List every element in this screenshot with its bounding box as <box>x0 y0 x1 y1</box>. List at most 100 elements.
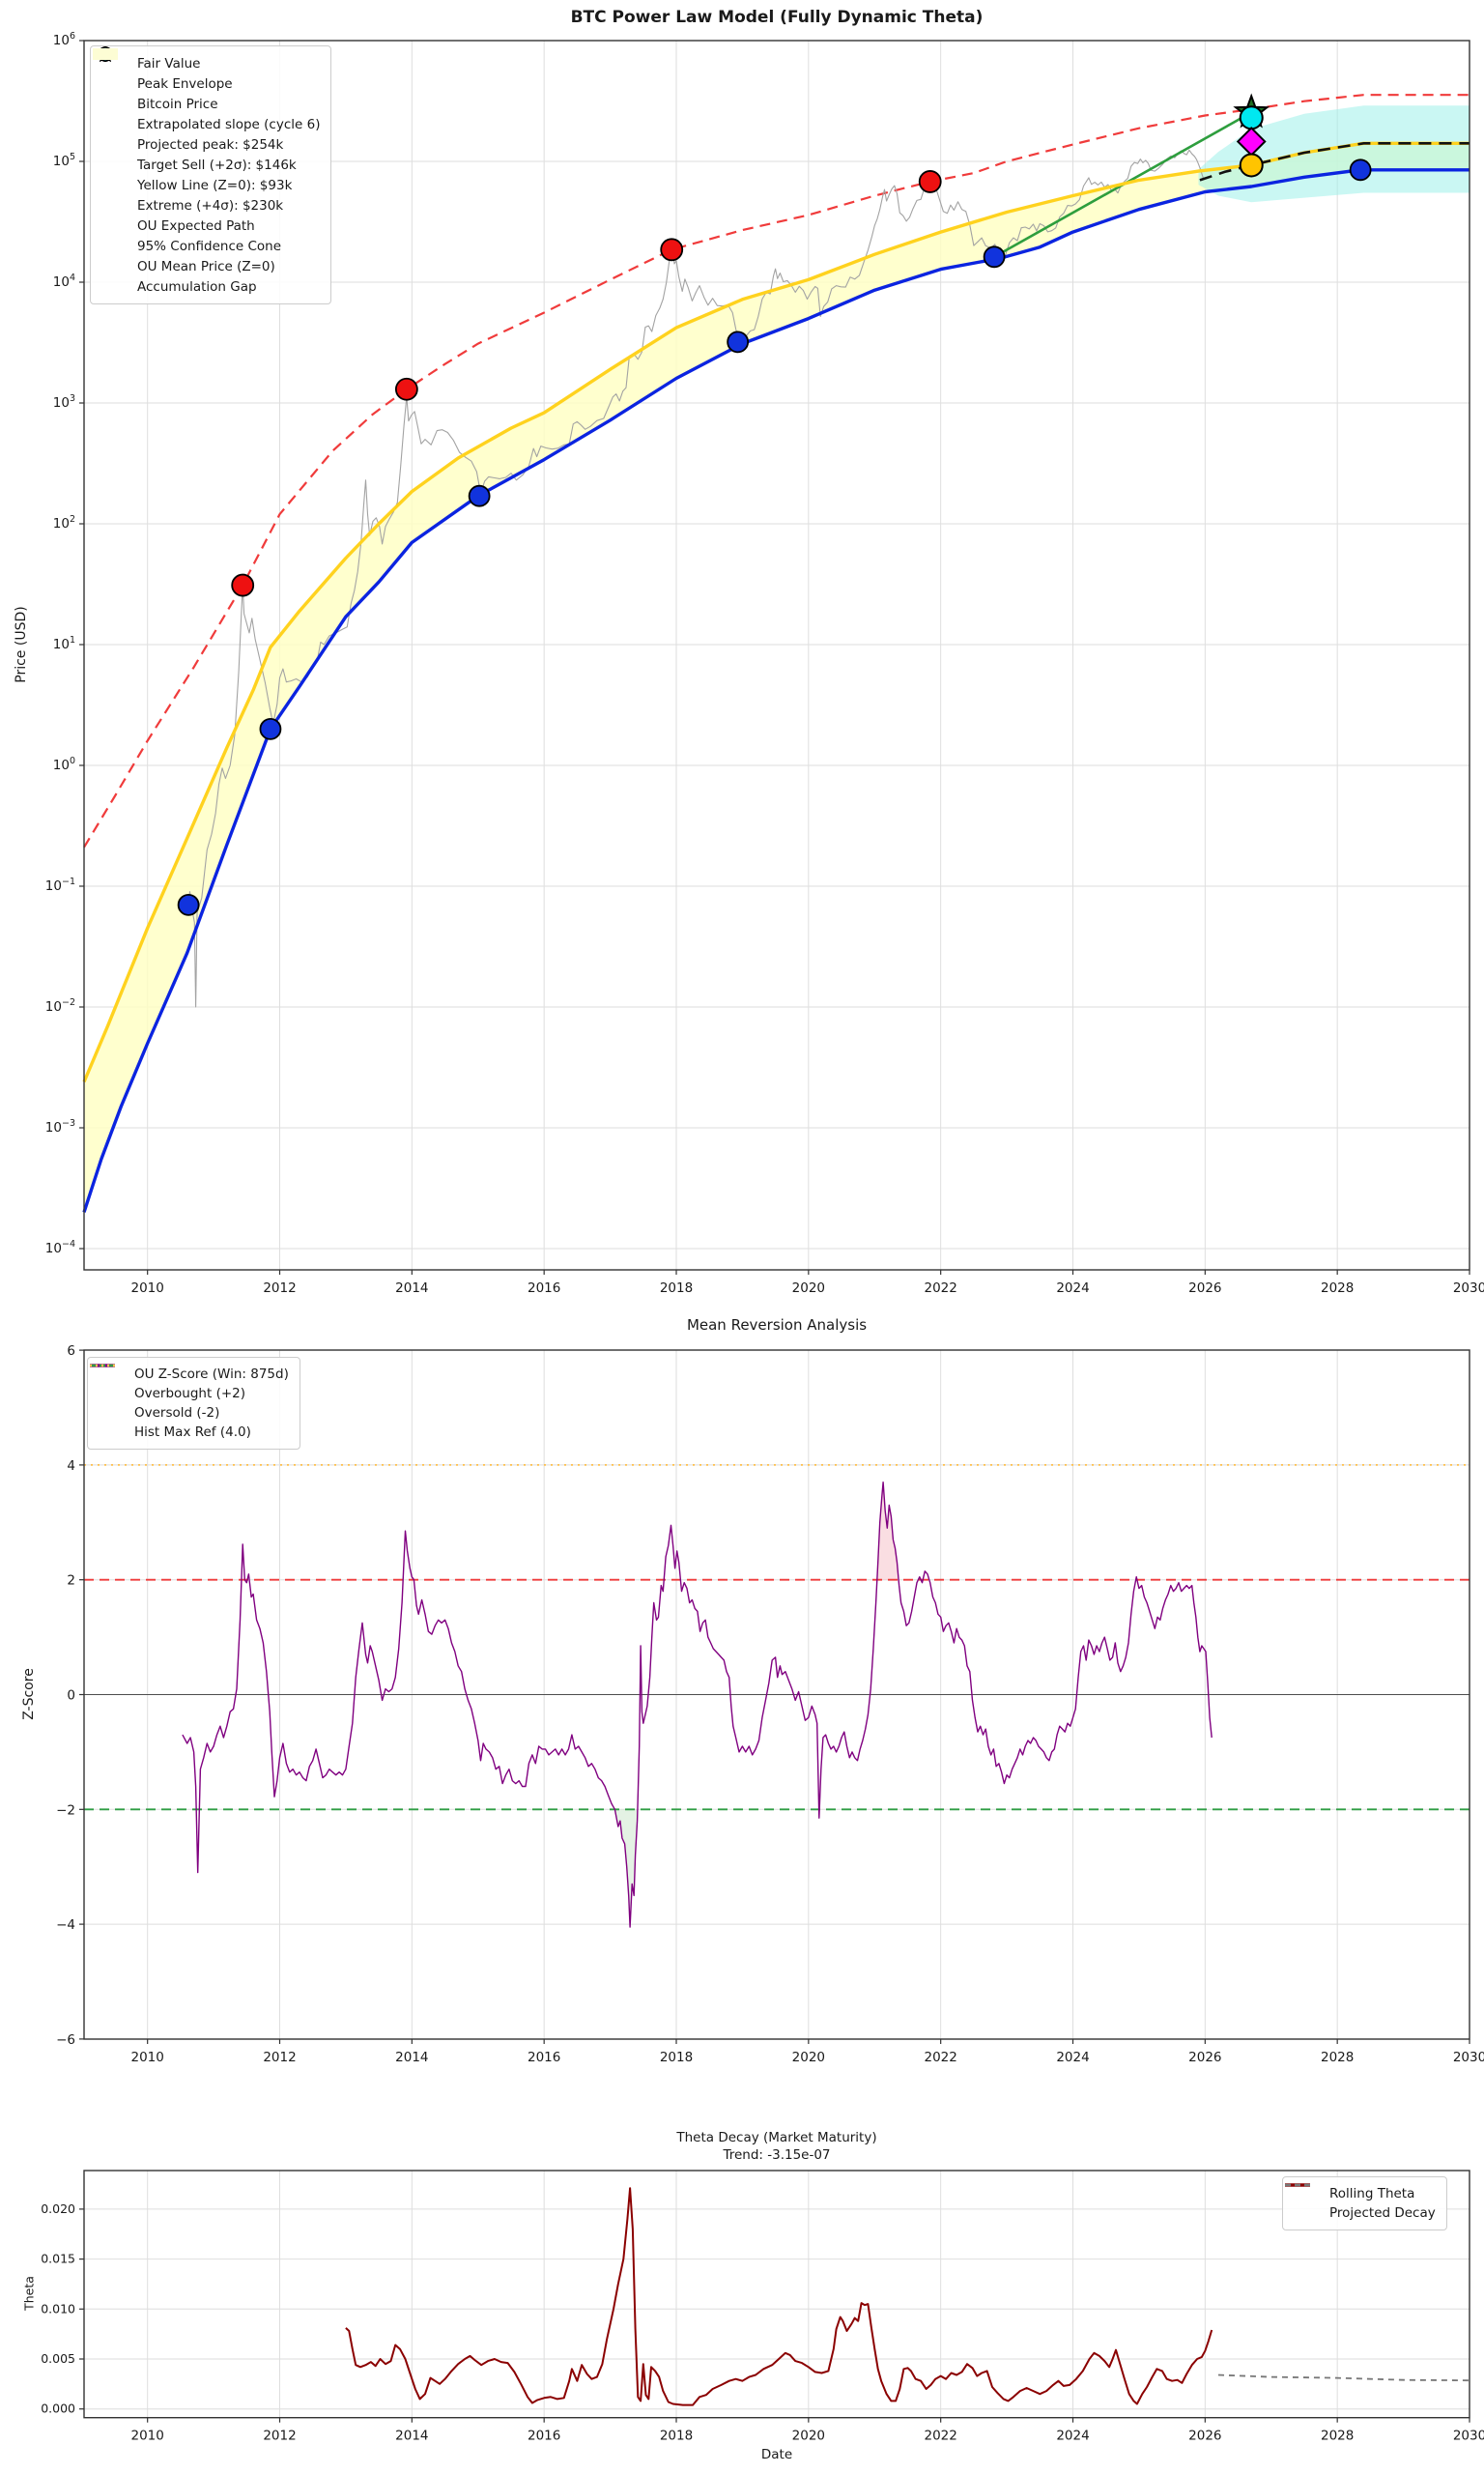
legend-item-label: Projected peak: $254k <box>137 136 284 153</box>
x-tick-label: 2026 <box>1188 1280 1221 1296</box>
x-tick-label: 2024 <box>1056 2429 1089 2444</box>
y-tick-label: 101 <box>53 635 75 652</box>
x-tick-label: 2020 <box>792 2050 825 2065</box>
legend-swatch <box>93 48 128 295</box>
y-tick-label: 104 <box>53 273 75 290</box>
legend-item: Extreme (+4σ): $230k <box>98 46 320 216</box>
bot-legend: Rolling Theta Projected Decay <box>1282 2176 1447 2230</box>
y-tick-label: 10−3 <box>45 1118 75 1136</box>
y-tick-label: −4 <box>56 1917 75 1933</box>
bot-chart-subtitle: Trend: -3.15e-07 <box>723 2147 831 2163</box>
legend-patch-icon <box>93 48 118 60</box>
x-tick-label: 2016 <box>528 1280 560 1296</box>
legend-swatch <box>98 46 128 214</box>
axes-spine <box>83 2170 1470 2419</box>
legend-item-label: Accumulation Gap <box>137 278 257 295</box>
y-tick-label: 4 <box>67 1458 75 1474</box>
cycle-peak-dot <box>231 573 255 597</box>
legend-item-label: Hist Max Ref (4.0) <box>134 1424 251 1440</box>
x-tick-label: 2028 <box>1321 1280 1354 1296</box>
z-exceed-fill <box>614 1809 638 1928</box>
legend-item-label: Rolling Theta <box>1329 2186 1415 2201</box>
legend-item: OU Z-Score (Win: 875d) <box>90 1364 289 1384</box>
x-tick-label: 2020 <box>792 1280 825 1296</box>
legend-line-swatch <box>1285 2183 1310 2187</box>
legend-item-label: Fair Value <box>137 55 201 72</box>
top-chart-title: BTC Power Law Model (Fully Dynamic Theta… <box>570 8 984 27</box>
x-tick-label: 2030 <box>1453 2429 1484 2444</box>
legend-item-label: Projected Decay <box>1329 2205 1436 2221</box>
mid-chart-title: Mean Reversion Analysis <box>686 1316 868 1334</box>
legend-swatch <box>1285 2183 1321 2221</box>
cycle-peak-dot <box>918 170 942 193</box>
x-tick-label: 2012 <box>263 1280 296 1296</box>
legend-swatch <box>93 53 128 112</box>
legend-item: Extrapolated slope (cycle 6) <box>93 52 321 134</box>
y-tick-label: 0.020 <box>41 2201 75 2216</box>
x-tick-label: 2024 <box>1056 2050 1089 2065</box>
cycle-bottom-dot <box>983 245 1006 269</box>
legend-swatch <box>93 48 128 254</box>
y-tick-label: 0.000 <box>41 2402 75 2416</box>
bot-chart-title: Theta Decay (Market Maturity) <box>676 2130 877 2145</box>
x-tick-label: 2010 <box>130 1280 163 1296</box>
y-tick-label: 0 <box>67 1688 75 1704</box>
legend-item: OU Mean Price (Z=0) <box>93 52 320 276</box>
x-tick-label: 2020 <box>792 2429 825 2444</box>
x-tick-label: 2012 <box>263 2050 296 2065</box>
y-tick-label: −2 <box>56 1802 75 1818</box>
bot-ylabel: Theta <box>21 2276 37 2311</box>
top-chart: 106 105 104 103 102 101 100 10−1 10−2 10−3 10−4 201… <box>45 31 1484 1296</box>
y-tick-label: 0.005 <box>41 2351 75 2366</box>
extreme-marker <box>1239 105 1264 130</box>
legend-item: Rolling Theta <box>1285 2183 1436 2203</box>
legend-item: Projected Decay <box>1285 2183 1436 2223</box>
mid-chart: 6 4 2 0 −2 −4 −6 2010 2012 2014 2016 2018 2020 2022 20… <box>56 1343 1484 2065</box>
x-tick-label: 2010 <box>130 2050 163 2065</box>
legend-item: OU Expected Path <box>93 52 320 236</box>
legend-swatch <box>90 1364 126 1401</box>
legend-item-label: OU Expected Path <box>137 217 255 234</box>
legend-item-label: Oversold (-2) <box>134 1405 220 1421</box>
x-tick-label: 2018 <box>660 2429 693 2444</box>
legend-swatch <box>96 46 128 153</box>
cycle-peak-dot <box>660 238 684 262</box>
legend-swatch <box>93 52 128 234</box>
legend-item: Fair Value <box>93 52 320 73</box>
legend-swatch <box>90 1364 126 1421</box>
legend-item-label: Peak Envelope <box>137 75 233 92</box>
bitcoin-price-line <box>183 149 1205 1008</box>
fair-value-line <box>82 168 1470 1213</box>
top-ylabel: Price (USD) <box>14 606 29 683</box>
legend-item: Projected peak: $254k <box>96 46 320 155</box>
y-tick-label: 100 <box>53 756 75 773</box>
axes-spine <box>83 1349 1470 2040</box>
legend-item-label: Yellow Line (Z=0): $93k <box>137 177 293 193</box>
x-tick-label: 2028 <box>1321 2429 1354 2444</box>
x-tick-label: 2016 <box>528 2429 560 2444</box>
legend-item: Bitcoin Price <box>93 53 320 114</box>
x-tick-label: 2022 <box>924 1280 956 1296</box>
legend-item: Peak Envelope <box>93 52 320 94</box>
legend-item: Overbought (+2) <box>90 1364 289 1403</box>
x-tick-label: 2014 <box>395 2050 428 2065</box>
x-tick-label: 2024 <box>1056 1280 1089 1296</box>
legend-swatch <box>93 52 128 274</box>
y-tick-label: 0.015 <box>41 2252 75 2266</box>
legend-item: Accumulation Gap <box>93 48 320 297</box>
mid-legend: OU Z-Score (Win: 875d) Overbought (+2) Ove… <box>87 1357 300 1450</box>
x-tick-label: 2018 <box>660 2050 693 2065</box>
rolling-theta-line <box>345 2187 1213 2406</box>
peak-envelope-line <box>83 94 1470 849</box>
y-tick-label: 10−4 <box>45 1239 75 1256</box>
cycle-bottom-dot <box>1349 158 1372 182</box>
confidence-cone-fill <box>1198 105 1470 203</box>
legend-item-label: 95% Confidence Cone <box>137 238 282 254</box>
legend-item-label: Extrapolated slope (cycle 6) <box>137 116 321 132</box>
legend-swatch <box>90 1364 126 1440</box>
top-legend: Fair Value Peak Envelope Bitcoin Price Extr… <box>90 45 332 304</box>
cycle-peak-dot <box>394 377 418 401</box>
zscore-line <box>182 1482 1213 1928</box>
x-tick-label: 2030 <box>1453 1280 1484 1296</box>
x-tick-label: 2026 <box>1188 2429 1221 2444</box>
